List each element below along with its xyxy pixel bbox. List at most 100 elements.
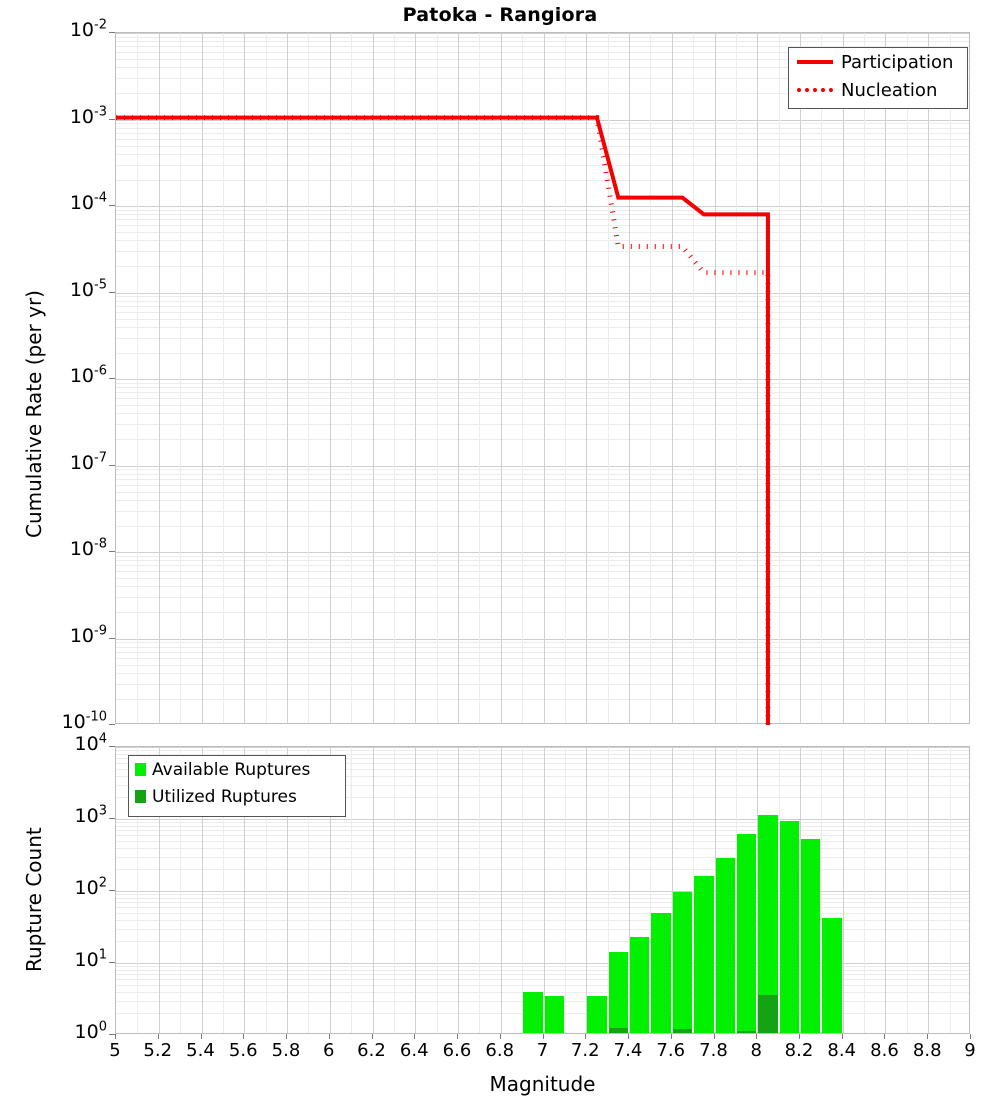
gridline-horizontal — [116, 500, 969, 501]
gridline-horizontal — [116, 822, 969, 823]
bar-available-ruptures — [758, 814, 778, 1033]
gridline-vertical — [458, 747, 459, 1033]
gridline-horizontal — [116, 383, 969, 384]
gridline-horizontal — [116, 387, 969, 388]
x-tick-label: 5.6 — [228, 1040, 258, 1061]
x-tick-mark — [115, 1034, 116, 1039]
x-tick-label: 6.6 — [442, 1040, 472, 1061]
gridline-horizontal — [116, 665, 969, 666]
gridline-horizontal — [116, 78, 969, 79]
gridline-horizontal — [116, 979, 969, 980]
legend-item-nucleation[interactable]: Nucleation — [789, 76, 967, 104]
x-tick-label: 6.4 — [399, 1040, 429, 1061]
gridline-vertical — [501, 33, 502, 723]
x-tick-label: 7 — [536, 1040, 549, 1061]
gridline-vertical — [715, 33, 716, 723]
gridline-horizontal — [116, 898, 969, 899]
x-tick-mark — [970, 1034, 971, 1039]
gridline-horizontal — [116, 232, 969, 233]
gridline-horizontal — [116, 963, 969, 964]
gridline-vertical — [202, 747, 203, 1033]
gridline-horizontal — [116, 974, 969, 975]
bar-available-ruptures — [523, 991, 543, 1033]
gridline-vertical — [821, 747, 822, 1033]
bottom-y-tick-mark — [109, 1034, 115, 1035]
gridline-horizontal — [116, 552, 969, 553]
bar-available-ruptures — [801, 839, 821, 1033]
gridline-horizontal — [116, 1013, 969, 1014]
gridline-vertical — [180, 747, 181, 1033]
gridline-horizontal — [116, 970, 969, 971]
gridline-horizontal — [116, 474, 969, 475]
gridline-vertical — [287, 747, 288, 1033]
gridline-horizontal — [116, 33, 969, 34]
gridline-vertical — [458, 33, 459, 723]
legend-item-participation[interactable]: Participation — [789, 48, 967, 76]
gridline-horizontal — [116, 379, 969, 380]
gridline-horizontal — [116, 479, 969, 480]
gridline-vertical — [373, 33, 374, 723]
gridline-vertical — [202, 33, 203, 723]
gridline-vertical — [479, 33, 480, 723]
x-tick-label: 5 — [109, 1040, 121, 1061]
gridline-horizontal — [116, 966, 969, 967]
gridline-vertical — [650, 33, 651, 723]
gridline-vertical — [928, 33, 929, 723]
gridline-horizontal — [116, 511, 969, 512]
top-y-tick-mark — [109, 724, 115, 725]
gridline-vertical — [437, 747, 438, 1033]
rupture-bars — [116, 747, 969, 1033]
top-y-tick-label: 10-2 — [69, 17, 107, 41]
x-tick-mark — [842, 1034, 843, 1039]
legend-label-available-ruptures: Available Ruptures — [152, 759, 311, 780]
x-tick-label: 6.2 — [357, 1040, 386, 1061]
x-tick-label: 8.2 — [784, 1040, 814, 1061]
gridline-vertical — [608, 33, 609, 723]
gridline-horizontal — [116, 841, 969, 842]
bar-available-ruptures — [587, 995, 607, 1033]
x-tick-mark — [286, 1034, 287, 1039]
bottom-y-tick-label: 100 — [74, 1019, 107, 1043]
gridline-horizontal — [116, 67, 969, 68]
gridline-vertical — [479, 747, 480, 1033]
legend-item-utilized-ruptures[interactable]: Utilized Ruptures — [129, 783, 345, 810]
legend-item-available-ruptures[interactable]: Available Ruptures — [129, 756, 345, 783]
series-nucleation — [116, 115, 771, 725]
gridline-vertical — [928, 747, 929, 1033]
top-y-axis-title: Cumulative Rate (per yr) — [22, 290, 46, 538]
gridline-vertical — [137, 747, 138, 1033]
utilized-ruptures-swatch-icon — [135, 790, 146, 803]
gridline-horizontal — [116, 353, 969, 354]
gridline-horizontal — [116, 225, 969, 226]
top-y-tick-label: 10-4 — [69, 190, 107, 214]
bar-available-ruptures — [544, 995, 564, 1033]
bottom-y-tick-label: 101 — [74, 947, 107, 971]
gridline-horizontal — [116, 154, 969, 155]
x-tick-label: 8.4 — [827, 1040, 857, 1061]
gridline-horizontal — [116, 293, 969, 294]
x-tick-mark — [158, 1034, 159, 1039]
x-tick-label: 6.8 — [485, 1040, 515, 1061]
top-y-tick-label: 10-6 — [69, 363, 107, 387]
gridline-horizontal — [116, 642, 969, 643]
x-tick-mark — [585, 1034, 586, 1039]
gridline-vertical — [287, 33, 288, 723]
participation-line-icon — [797, 60, 833, 64]
gridline-horizontal — [116, 123, 969, 124]
gridline-vertical — [586, 747, 587, 1033]
x-tick-mark — [243, 1034, 244, 1039]
gridline-horizontal — [116, 763, 969, 764]
gridline-vertical — [907, 747, 908, 1033]
bottom-y-axis-title: Rupture Count — [22, 827, 46, 972]
bottom-y-tick-label: 103 — [74, 803, 107, 827]
gridline-horizontal — [116, 466, 969, 467]
gridline-vertical — [629, 33, 630, 723]
gridline-vertical — [415, 747, 416, 1033]
gridline-vertical — [629, 747, 630, 1033]
gridline-horizontal — [116, 985, 969, 986]
bottom-legend: Available Ruptures Utilized Ruptures — [128, 755, 346, 817]
gridline-horizontal — [116, 819, 969, 820]
gridline-horizontal — [116, 128, 969, 129]
gridline-horizontal — [116, 306, 969, 307]
gridline-horizontal — [116, 891, 969, 892]
